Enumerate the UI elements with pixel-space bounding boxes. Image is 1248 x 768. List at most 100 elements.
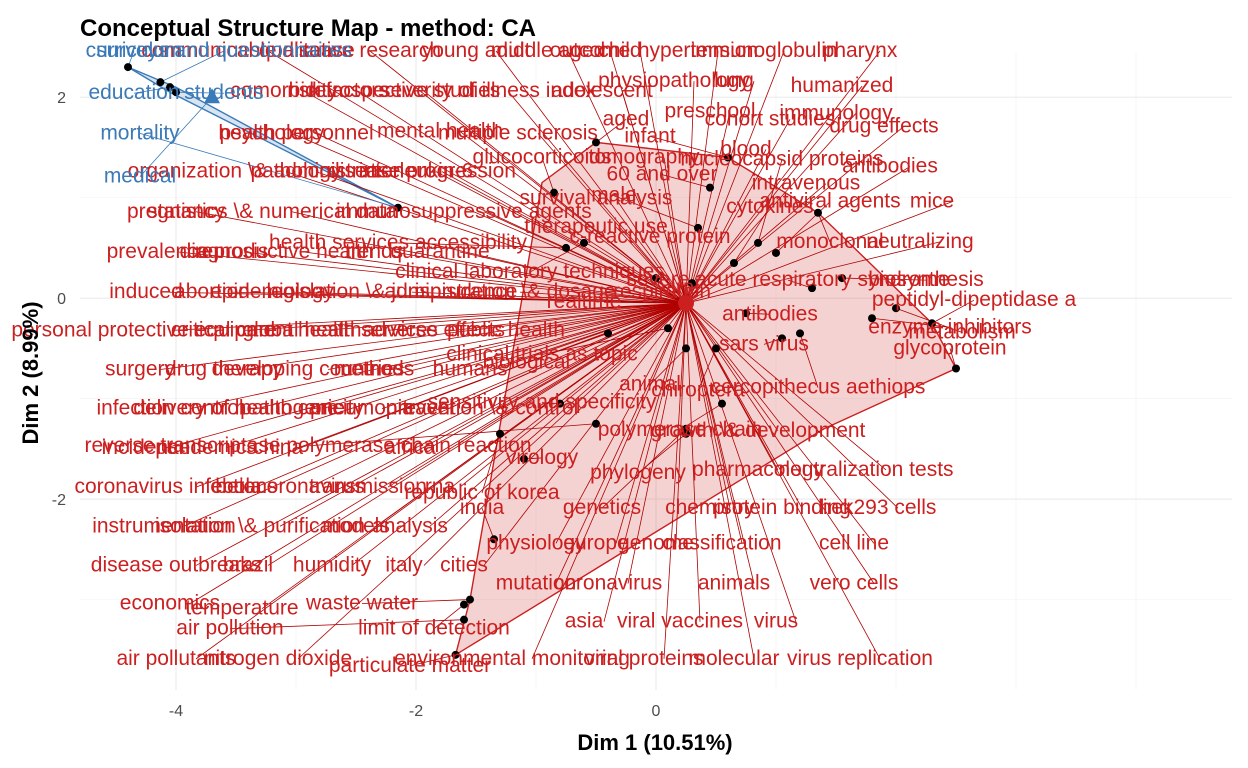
point-label: polymerase chain: [598, 418, 763, 441]
point-label: virology: [506, 446, 579, 469]
label-connector: [685, 201, 953, 304]
point-label: asia: [565, 610, 604, 633]
label-connector: [555, 302, 687, 544]
label-connector: [483, 211, 687, 304]
label-connector: [393, 251, 687, 304]
point-label: preschool: [664, 99, 755, 122]
data-point: [520, 454, 528, 463]
label-connector: [409, 654, 456, 667]
point-label: middle aged: [491, 39, 605, 62]
point-label: epidemiology: [210, 280, 334, 303]
data-point: [718, 399, 726, 408]
point-label: cytokines: [726, 195, 814, 218]
point-label: europe: [563, 531, 628, 554]
data-point: [892, 304, 900, 313]
point-label: communicable disease: [141, 39, 355, 62]
point-label: drug effects: [829, 114, 938, 137]
label-connector: [639, 50, 687, 304]
label-connector: [303, 90, 687, 304]
y-tick-label: -2: [52, 492, 66, 509]
label-connector: [649, 348, 687, 385]
point-label: genome: [618, 531, 694, 554]
point-label: reproductive health: [195, 240, 374, 263]
point-label: severe acute respiratory syndrome: [626, 268, 949, 291]
data-point: [490, 535, 498, 544]
point-label: survival analysis: [520, 187, 673, 210]
point-label: developing countries: [212, 358, 405, 381]
label-connector: [483, 302, 687, 566]
data-point: [580, 238, 588, 247]
label-connector: [267, 50, 687, 304]
label-connector: [423, 90, 687, 304]
label-connector: [303, 251, 687, 304]
data-point: [688, 279, 696, 288]
data-point: [460, 600, 468, 609]
point-label: health services: [298, 318, 438, 341]
point-label: hypertension: [638, 39, 758, 62]
label-connector: [195, 302, 687, 660]
data-point: [682, 344, 690, 353]
data-point: [592, 138, 600, 147]
label-connector: [195, 302, 687, 566]
point-label: glucocorticoids: [473, 146, 612, 169]
point-label: physiology: [486, 531, 586, 554]
label-connector: [669, 236, 687, 304]
label-connectors: [127, 50, 975, 667]
point-label: sars virus: [719, 332, 809, 355]
point-label: air pollutants: [116, 647, 235, 670]
label-connector: [315, 171, 687, 304]
label-connector: [321, 302, 687, 410]
point-label: coronavirus: [554, 572, 663, 595]
point-label: respiration: [613, 280, 711, 303]
data-point: [124, 63, 132, 72]
point-label: public health: [447, 318, 565, 341]
label-connector: [183, 302, 687, 527]
data-point: [724, 153, 732, 162]
point-label: pathogenicity: [240, 397, 364, 420]
data-point: [172, 88, 180, 97]
data-point: [166, 83, 174, 92]
point-label: lung: [714, 69, 754, 92]
point-label: retrospective studies: [308, 79, 501, 102]
point-label: 60 and over: [607, 163, 718, 186]
label-connector: [387, 302, 687, 331]
point-label: aged: [603, 107, 650, 130]
point-label: trends: [345, 240, 403, 263]
point-label: mental health: [377, 119, 503, 142]
label-connector: [841, 277, 927, 281]
label-connector: [529, 242, 585, 273]
point-label: nitrogen dioxide: [204, 647, 352, 670]
point-label: blood: [720, 137, 771, 160]
label-connector: [603, 301, 687, 304]
point-label: delivery of health care: [133, 397, 338, 420]
label-connector: [787, 279, 813, 289]
point-label: viral proteins: [584, 647, 703, 670]
label-connector: [327, 302, 687, 370]
point-label: tomography: [589, 146, 700, 169]
label-connector: [685, 85, 863, 304]
point-label: infant: [624, 124, 676, 147]
point-label: administration \& dosage: [384, 280, 615, 303]
label-connector: [165, 302, 687, 449]
label-connector: [531, 303, 687, 660]
label-connector: [441, 171, 687, 304]
point-label: infection control: [96, 397, 243, 420]
label-connector: [351, 302, 687, 566]
point-label: curriculum: [86, 39, 183, 62]
point-label: brazil: [223, 553, 273, 576]
data-point: [778, 334, 786, 343]
label-connector: [685, 111, 731, 304]
label-connector: [139, 133, 399, 209]
point-label: antibodies: [842, 155, 938, 178]
point-label: hek293 cells: [820, 496, 937, 519]
label-connector: [685, 50, 785, 304]
point-label: severity of illness index: [380, 79, 596, 102]
label-connector: [133, 86, 171, 94]
label-connector: [675, 303, 687, 544]
point-label: rna: [425, 475, 456, 498]
point-label: disease outbreaks: [91, 553, 261, 576]
point-label: comorbidity: [230, 79, 338, 102]
point-label: young adult: [422, 39, 531, 62]
label-connector: [567, 50, 687, 304]
point-label: intravenous: [752, 172, 861, 195]
